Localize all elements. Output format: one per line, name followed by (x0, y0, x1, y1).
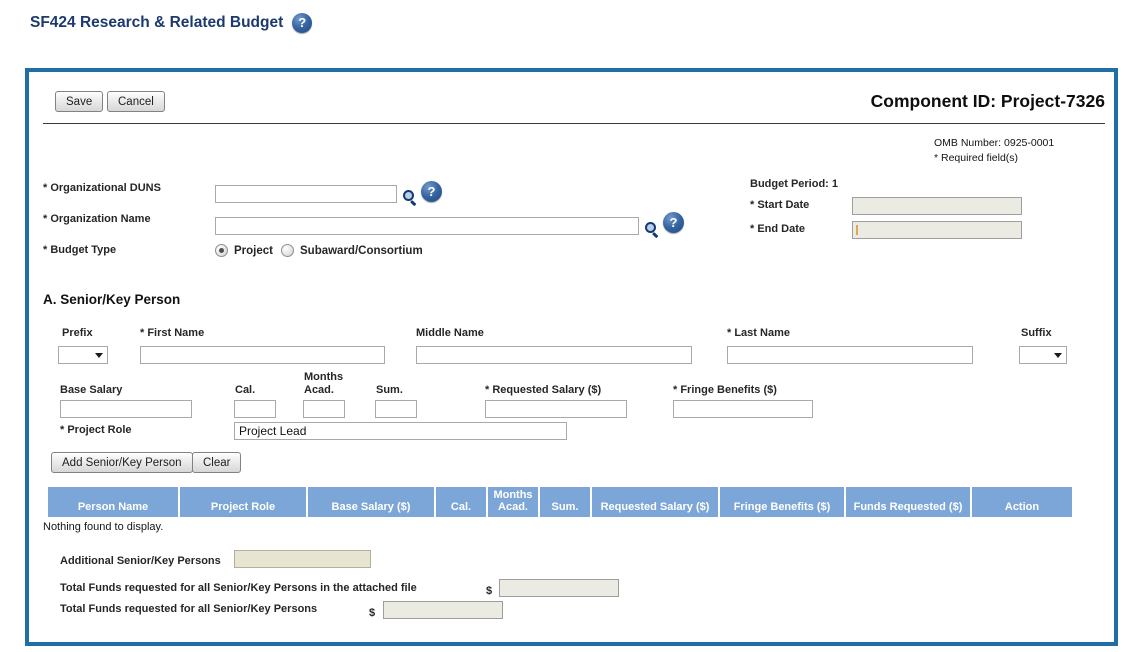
col-months-acad: Months Acad. (488, 487, 538, 517)
page-title-help-icon[interactable]: ? (292, 13, 313, 33)
attached-total-currency: $ (486, 585, 493, 597)
end-date-caret (856, 225, 858, 235)
organization-name-label: * Organization Name (43, 213, 151, 225)
attached-total-field (499, 579, 619, 597)
middle-name-label: Middle Name (416, 327, 484, 339)
sum-months-label: Sum. (376, 384, 403, 396)
duns-search-icon[interactable] (402, 190, 418, 206)
clear-button[interactable]: Clear (192, 452, 242, 473)
base-salary-input[interactable] (60, 400, 192, 418)
organizational-duns-input[interactable] (215, 185, 397, 203)
budget-type-radio-project[interactable]: Project (215, 244, 273, 257)
suffix-label: Suffix (1021, 327, 1052, 339)
radio-selected-icon (215, 244, 228, 257)
project-role-label: * Project Role (60, 424, 132, 436)
table-empty-text: Nothing found to display. (43, 521, 164, 533)
col-person-name: Person Name (48, 487, 178, 517)
acad-months-label: Acad. (304, 384, 334, 396)
save-button[interactable]: Save (55, 91, 104, 112)
col-sum: Sum. (540, 487, 590, 517)
project-role-input[interactable] (234, 422, 567, 440)
required-fields-note: * Required field(s) (934, 152, 1019, 164)
budget-form-panel: Save Cancel Component ID: Project-7326 O… (25, 68, 1118, 646)
end-date-input (852, 221, 1022, 239)
duns-help-icon[interactable]: ? (421, 181, 442, 202)
cal-months-input[interactable] (234, 400, 276, 418)
budget-type-radio-subaward[interactable]: Subaward/Consortium (281, 244, 423, 257)
organizational-duns-label: * Organizational DUNS (43, 182, 161, 194)
first-name-label: * First Name (140, 327, 205, 339)
acad-months-input[interactable] (303, 400, 345, 418)
last-name-input[interactable] (727, 346, 973, 364)
base-salary-label: Base Salary (60, 384, 123, 396)
page-header: SF424 Research & Related Budget ? (30, 13, 313, 33)
col-base-salary: Base Salary ($) (308, 487, 434, 517)
prefix-label: Prefix (62, 327, 93, 339)
start-date-label: * Start Date (750, 199, 810, 211)
budget-type-label: * Budget Type (43, 244, 117, 256)
middle-name-input[interactable] (416, 346, 692, 364)
requested-salary-label: * Requested Salary ($) (485, 384, 602, 396)
cal-months-label: Cal. (235, 384, 256, 396)
component-id-heading: Component ID: Project-7326 (870, 91, 1105, 111)
col-action: Action (972, 487, 1072, 517)
additional-persons-label: Additional Senior/Key Persons (60, 555, 221, 567)
col-fringe-benefits: Fringe Benefits ($) (720, 487, 844, 517)
col-requested-salary: Requested Salary ($) (592, 487, 718, 517)
start-date-input (852, 197, 1022, 215)
fringe-benefits-input[interactable] (673, 400, 813, 418)
org-name-search-icon[interactable] (644, 222, 660, 238)
budget-type-project-label: Project (234, 244, 273, 257)
grand-total-label: Total Funds requested for all Senior/Key… (60, 603, 318, 615)
suffix-select[interactable] (1019, 346, 1067, 364)
add-senior-key-person-button[interactable]: Add Senior/Key Person (51, 452, 193, 473)
header-divider (43, 123, 1105, 124)
persons-table-header: Person Name Project Role Base Salary ($)… (48, 487, 1072, 517)
sum-months-input[interactable] (375, 400, 417, 418)
attached-total-label: Total Funds requested for all Senior/Key… (60, 582, 417, 594)
fringe-benefits-label: * Fringe Benefits ($) (673, 384, 777, 396)
col-cal: Cal. (436, 487, 486, 517)
page-title: SF424 Research & Related Budget (30, 14, 284, 31)
section-a-heading: A. Senior/Key Person (43, 292, 181, 307)
organization-name-input[interactable] (215, 217, 639, 235)
end-date-label: * End Date (750, 223, 806, 235)
cancel-button[interactable]: Cancel (107, 91, 165, 112)
col-project-role: Project Role (180, 487, 306, 517)
radio-unselected-icon (281, 244, 294, 257)
omb-number: OMB Number: 0925-0001 (934, 137, 1055, 149)
col-funds-requested: Funds Requested ($) (846, 487, 970, 517)
grand-total-currency: $ (369, 607, 376, 619)
org-name-help-icon[interactable]: ? (663, 212, 684, 233)
requested-salary-input[interactable] (485, 400, 627, 418)
chevron-down-icon (95, 353, 103, 358)
last-name-label: * Last Name (727, 327, 790, 339)
budget-type-subaward-label: Subaward/Consortium (300, 244, 423, 257)
additional-persons-field (234, 550, 371, 568)
grand-total-field (383, 601, 503, 619)
prefix-select[interactable] (58, 346, 108, 364)
chevron-down-icon (1054, 353, 1062, 358)
first-name-input[interactable] (140, 346, 385, 364)
budget-period-label: Budget Period: 1 (750, 178, 839, 190)
months-label: Months (304, 371, 344, 383)
